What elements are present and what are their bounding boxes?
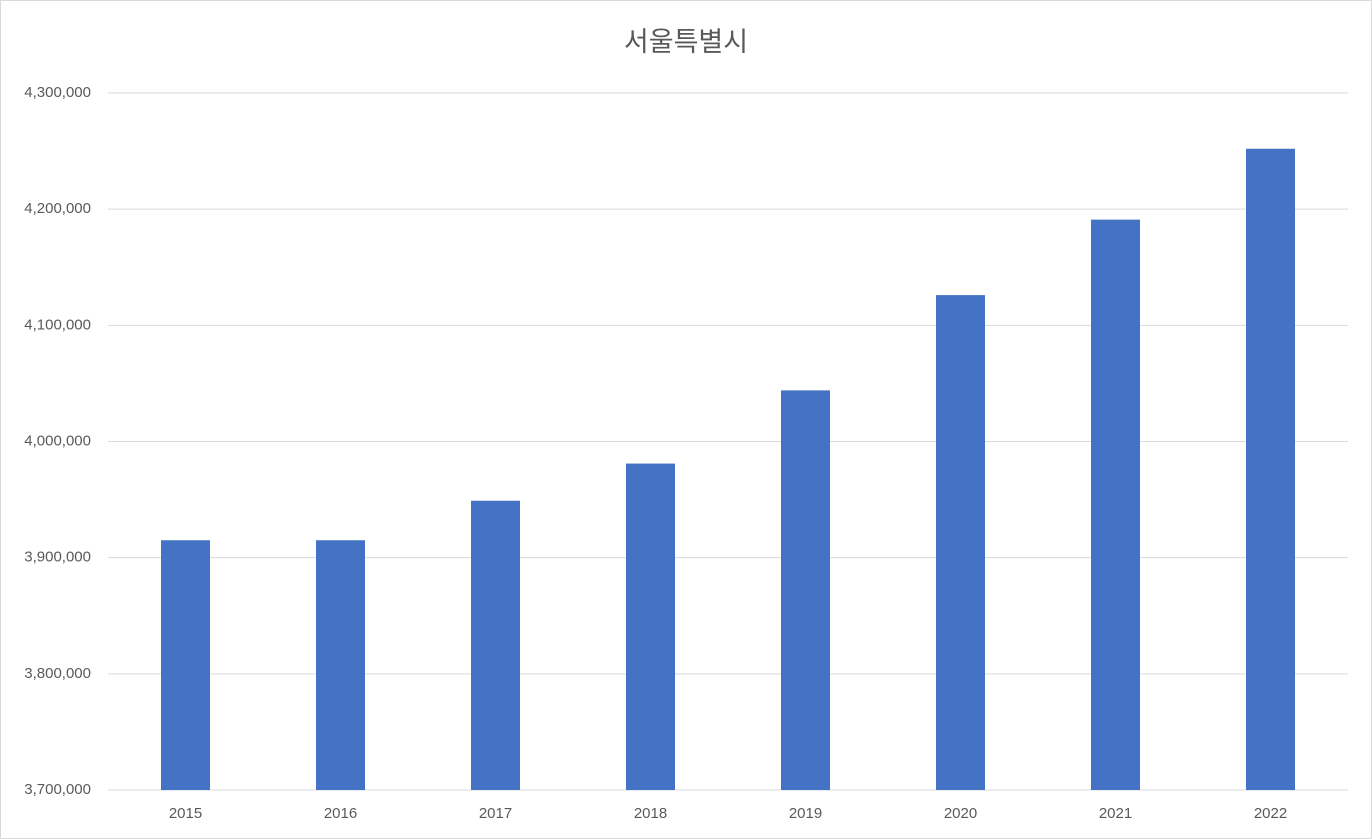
- y-tick-label: 4,200,000: [24, 200, 91, 217]
- chart-title: 서울특별시: [624, 27, 748, 57]
- y-tick-label: 3,700,000: [24, 781, 91, 798]
- bar: [316, 540, 365, 790]
- bar: [161, 540, 210, 790]
- y-tick-label: 3,900,000: [24, 549, 91, 566]
- bar: [781, 390, 830, 790]
- x-tick-label: 2019: [789, 805, 822, 822]
- x-tick-label: 2016: [324, 805, 357, 822]
- bar: [1246, 148, 1295, 790]
- bar: [936, 295, 985, 790]
- bar: [471, 500, 520, 790]
- bar: [1091, 219, 1140, 790]
- x-tick-label: 2021: [1099, 805, 1132, 822]
- y-tick-label: 3,800,000: [24, 665, 91, 682]
- x-tick-label: 2015: [169, 805, 202, 822]
- x-tick-label: 2017: [479, 805, 512, 822]
- y-tick-label: 4,000,000: [24, 432, 91, 449]
- y-tick-label: 4,100,000: [24, 316, 91, 333]
- x-tick-label: 2020: [944, 805, 977, 822]
- x-tick-label: 2022: [1254, 805, 1287, 822]
- bar: [626, 463, 675, 790]
- y-tick-label: 4,300,000: [24, 84, 91, 101]
- x-tick-label: 2018: [634, 805, 667, 822]
